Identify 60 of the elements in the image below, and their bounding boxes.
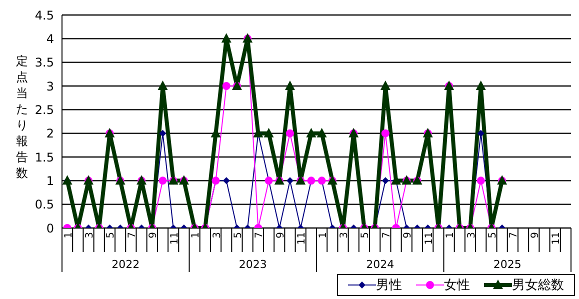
y-tick-label: 2 [46,126,54,141]
x-tick-label: 5 [487,232,498,238]
point [286,129,294,138]
y-tick-label: 3.5 [34,56,54,70]
y-tick-label: 4.5 [34,8,54,22]
x-tick-label: 3 [84,232,96,238]
x-tick-label: 11 [296,232,308,245]
x-tick-label: 7 [381,232,392,238]
x-tick-label: 11 [169,232,180,245]
x-tick-label: 1 [63,232,74,238]
x-tick-label: 11 [424,232,435,245]
point [158,176,167,185]
x-tick-label: 9 [148,232,160,238]
x-tick-label: 9 [275,232,286,238]
x-tick-label: 1 [445,232,456,238]
point [158,80,168,90]
point [381,129,390,138]
x-tick-label: 1 [318,232,329,238]
legend-label: 女性 [444,277,470,294]
x-tick-label: 3 [466,232,478,238]
point [316,128,327,138]
point [222,177,230,184]
x-tick-label: 1 [190,232,202,238]
legend-label: 男女総数 [512,277,564,294]
y-tick-label: 0.5 [34,198,54,212]
y-axis-title: 定点当たり報告数 [16,54,28,180]
y-tick-label: 2.5 [34,102,54,117]
x-tick-label: 5 [106,232,117,238]
legend-label: 男性 [376,277,402,294]
x-tick-label: 7 [254,232,266,238]
point [476,80,486,90]
x-tick-label: 5 [232,232,244,238]
point [382,177,389,184]
y-tick-label: 1.5 [34,150,54,164]
point [476,176,485,185]
x-tick-label: 9 [530,232,541,238]
text: 2025 [493,258,522,271]
x-tick-label: 11 [551,232,562,245]
x-tick-label: 7 [126,232,138,238]
text: 2022 [112,258,140,271]
y-tick-label: 0 [46,221,54,236]
point [222,82,230,90]
x-tick-label: 9 [402,232,414,238]
point [286,177,294,184]
point [284,80,295,90]
point [221,33,232,43]
x-tick-label: 7 [508,232,520,238]
y-tick-label: 3 [46,79,54,94]
x-tick-label: 5 [360,232,372,238]
x-tick-label: 3 [212,232,223,238]
x-tick-label: 3 [339,232,350,238]
point [477,130,484,137]
point [380,80,390,90]
text: 2023 [238,258,267,271]
point [159,130,166,137]
point [306,128,316,138]
point [264,128,274,138]
y-tick-label: 4 [46,32,54,46]
y-tick-label: 1 [46,174,54,188]
text: 2024 [366,258,394,271]
